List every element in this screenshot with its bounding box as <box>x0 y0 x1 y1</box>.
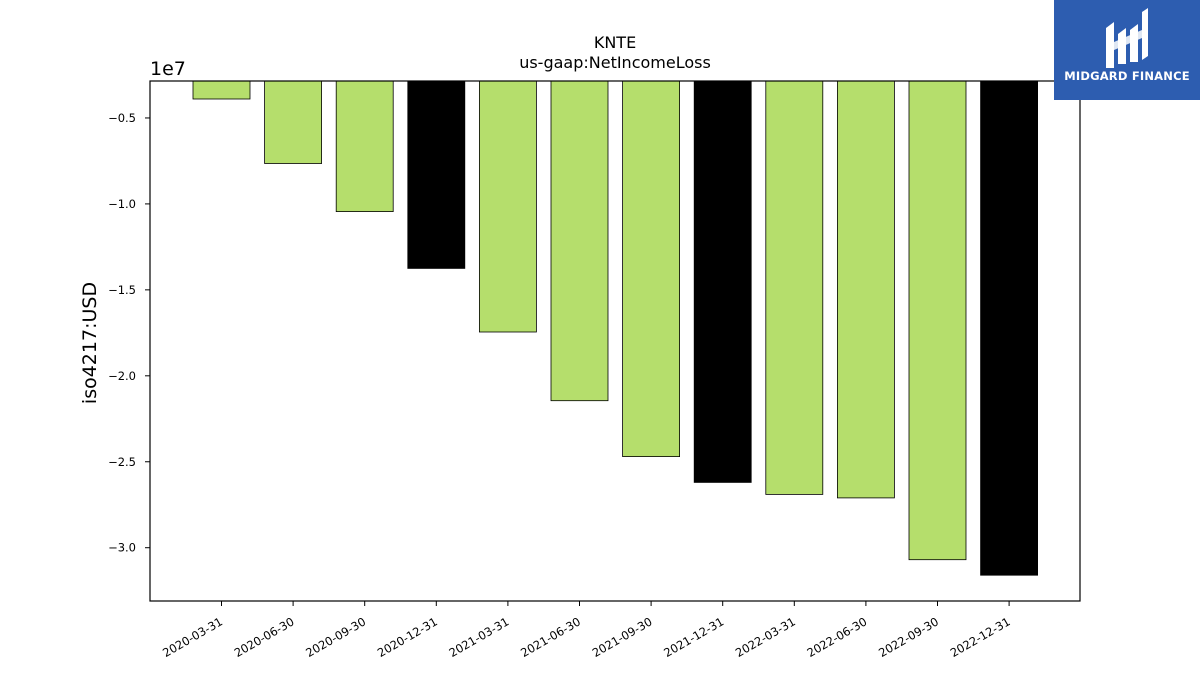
bar-2021-06-30 <box>550 80 609 402</box>
bar-2022-03-31 <box>765 80 824 495</box>
y-tick-label: −3.0 <box>108 541 136 555</box>
bar-2020-09-30 <box>335 80 394 213</box>
x-tick-label: 2022-12-31 <box>948 614 1013 660</box>
x-tick-label: 2020-06-30 <box>232 614 297 660</box>
x-tick-label: 2022-03-31 <box>733 614 798 660</box>
y-tick-label: −2.5 <box>108 455 136 469</box>
bar-2022-09-30 <box>908 80 967 561</box>
plot-frame <box>149 80 1081 602</box>
x-tick-label: 2021-06-30 <box>518 614 583 660</box>
midgard-logo-icon <box>1106 8 1148 68</box>
y-scale-label: 1e7 <box>150 58 186 80</box>
chart-title: KNTE <box>594 33 636 52</box>
bar-2020-12-31 <box>407 80 466 269</box>
chart-subtitle: us-gaap:NetIncomeLoss <box>519 53 711 72</box>
x-tick-label: 2020-03-31 <box>160 614 225 660</box>
bar-2020-06-30 <box>264 80 323 164</box>
y-tick-label: −1.0 <box>108 197 136 211</box>
bar-2020-03-31 <box>192 80 251 100</box>
x-tick-label: 2021-09-30 <box>590 614 655 660</box>
x-axis-ticks: 2020-03-31 2020-06-30 2020-09-30 2020-12-31… <box>160 601 1013 660</box>
bar-2022-06-30 <box>837 80 895 499</box>
x-tick-label: 2022-06-30 <box>805 614 870 660</box>
y-axis-label: iso4217:USD <box>79 282 101 404</box>
y-tick-label: −2.0 <box>108 369 136 383</box>
logo-text: MIDGARD FINANCE <box>1064 69 1190 83</box>
y-tick-label: −1.5 <box>108 283 136 297</box>
x-tick-label: 2021-12-31 <box>661 614 726 660</box>
x-tick-label: 2020-12-31 <box>375 614 440 660</box>
midgard-finance-logo: MIDGARD FINANCE <box>1054 0 1200 100</box>
x-tick-label: 2022-09-30 <box>876 614 941 660</box>
bar-2022-12-31 <box>980 80 1038 576</box>
bar-2021-03-31 <box>478 80 537 333</box>
bar-2021-12-31 <box>693 80 752 483</box>
bar-2021-09-30 <box>622 80 680 458</box>
x-tick-label: 2021-03-31 <box>447 614 512 660</box>
bars-group <box>192 80 1038 576</box>
y-axis-ticks: −0.5 −1.0 −1.5 −2.0 −2.5 −3.0 <box>108 111 150 555</box>
x-tick-label: 2020-09-30 <box>303 614 368 660</box>
y-tick-label: −0.5 <box>108 111 136 125</box>
